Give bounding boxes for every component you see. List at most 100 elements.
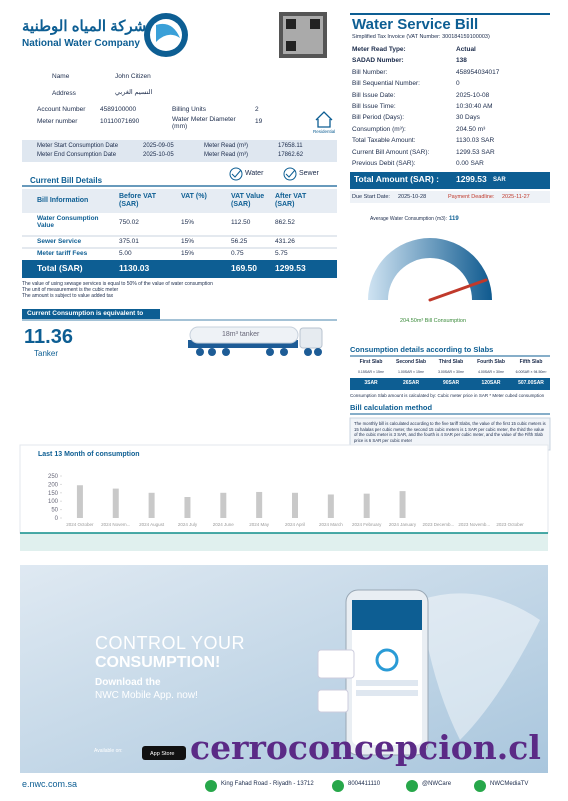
total-value: 1299.53 <box>456 174 487 184</box>
table-cell: Water Consumption Value <box>37 215 99 230</box>
y-tick-label: 100 <box>48 499 59 505</box>
info-value: 0 <box>456 80 460 88</box>
info-value: Actual <box>456 46 476 53</box>
tanker-value: 11.36 <box>24 326 73 348</box>
due-start-label: Due Start Date: <box>352 194 390 200</box>
slabs-title: Consumption details according to Slabs <box>350 345 494 354</box>
table-header: VAT (%) <box>181 193 207 200</box>
bar <box>399 491 406 518</box>
meter-diameter: 19 <box>255 118 263 125</box>
tanker-title: Current Consumption is equivalent to <box>27 310 144 317</box>
footer-address: King Fahad Road - Riyadh - 13712 <box>221 781 314 787</box>
slabs-note: Consumption Slab amount is calculated by… <box>350 393 545 398</box>
info-label: Bill Issue Date: <box>352 91 396 99</box>
table-header: VAT Value (SAR) <box>231 193 265 209</box>
meter-read-cell: 2025-10-05 <box>143 152 174 158</box>
total-label: Total Amount (SAR) : <box>354 174 439 184</box>
total-cell: 169.50 <box>231 263 257 273</box>
truck-label: 18m³ tanker <box>222 331 260 338</box>
footer-phone: 8004411110 <box>348 781 381 787</box>
service-sewer: Sewer <box>299 170 319 177</box>
slab-header: Second Slab <box>395 359 426 365</box>
meter-read-cell: 17658.11 <box>278 143 303 149</box>
watermark: cerroconcepcion.cl <box>190 728 541 767</box>
bar <box>220 492 227 518</box>
table-cell: 5.00 <box>119 250 132 257</box>
slab-rate: 1.00SAR × 15m³ <box>398 370 424 374</box>
bar <box>292 492 298 518</box>
footer-website[interactable]: e.nwc.com.sa <box>22 779 78 789</box>
x-tick-label: 2024 February <box>352 522 382 527</box>
app-store-badge[interactable]: App Store <box>150 751 175 757</box>
x-tick-label: 2024 April <box>285 522 305 527</box>
table-cell: Meter tariff Fees <box>37 250 88 257</box>
x-tick-label: 2024 August <box>139 522 165 527</box>
info-label: Total Taxable Amount: <box>352 137 416 145</box>
ad-headline: CONTROL YOUR <box>95 633 246 653</box>
meter-read-cell: Meter End Consumption Date <box>37 152 117 158</box>
table-cell: 0.75 <box>231 250 244 257</box>
info-value: 1299.53 SAR <box>456 148 495 156</box>
slab-rate: 0.15SAR × 15m³ <box>358 370 384 374</box>
x-tick-label: 2023 Decemb... <box>422 522 454 527</box>
tanker-unit: Tanker <box>34 349 59 358</box>
y-tick-label: 150 <box>48 491 59 497</box>
ad-banner <box>20 565 548 773</box>
chart-title: Last 13 Month of consumption <box>38 451 140 458</box>
label: Water Meter Diameter (mm) <box>172 116 236 131</box>
bill-title: Water Service Bill <box>352 16 479 33</box>
note: The amount is subject to value added tax <box>22 293 114 299</box>
account-number: 4589100000 <box>100 106 137 113</box>
y-tick-label: 50 <box>51 508 58 514</box>
slab-rate: 4.00SAR × 30m³ <box>478 370 504 374</box>
table-cell: 15% <box>181 250 195 257</box>
slab-amount: 26SAR <box>402 380 420 386</box>
slab-header: Third Slab <box>438 359 464 365</box>
table-header: After VAT (SAR) <box>275 193 307 209</box>
bar <box>327 494 334 518</box>
table-cell: 431.26 <box>275 238 295 245</box>
slab-amount: 3SAR <box>364 380 378 386</box>
slab-rate: 6.00SAR × 94.50m³ <box>515 370 547 374</box>
house-icon <box>315 111 333 128</box>
table-cell: 15% <box>181 219 195 226</box>
bar <box>148 492 155 518</box>
slab-amount: 90SAR <box>442 380 460 386</box>
ad-headline: CONSUMPTION! <box>95 654 221 671</box>
info-value: 458954034017 <box>456 68 500 76</box>
x-tick-label: 2024 October <box>66 522 94 527</box>
info-value: 1130.03 SAR <box>456 137 495 145</box>
gauge-bill: 204.50m³ Bill Consumption <box>400 318 467 324</box>
table-cell: 750.02 <box>119 219 139 226</box>
x-tick-label: 2024 May <box>249 522 270 527</box>
bill-subtitle: Simplified Tax Invoice (VAT Number: 3001… <box>352 34 490 40</box>
footer-youtube: NWCMediaTV <box>490 781 529 787</box>
table-cell: 862.52 <box>275 219 295 226</box>
info-label: SADAD Number: <box>352 57 404 65</box>
info-value: 138 <box>456 57 467 65</box>
bar <box>363 493 370 518</box>
total-cell: 1130.03 <box>119 263 150 273</box>
info-label: Bill Issue Time: <box>352 103 396 110</box>
info-value: 30 Days <box>456 114 480 122</box>
info-label: Previous Debit (SAR): <box>352 160 416 167</box>
table-cell: 15% <box>181 238 195 245</box>
y-tick-label: 250 <box>48 474 59 480</box>
footer-twitter: @NWCare <box>422 781 452 787</box>
slab-header: Fifth Slab <box>519 359 543 365</box>
gauge <box>368 238 492 302</box>
info-label: Current Bill Amount (SAR): <box>352 148 430 156</box>
total-cell: 1299.53 <box>275 263 306 273</box>
service-water: Water <box>245 170 264 177</box>
label: Address <box>52 90 76 97</box>
slab-rate: 3.00SAR × 30m³ <box>438 370 464 374</box>
table-cell: 112.50 <box>231 219 251 226</box>
info-label: Consumption (m³): <box>352 125 406 133</box>
meter-reads-box <box>22 140 337 162</box>
x-tick-label: 2024 June <box>213 522 235 527</box>
meter-read-cell: Meter Start Consumption Date <box>37 143 119 149</box>
y-tick-label: 200 <box>48 482 59 488</box>
x-tick-label: 2024 January <box>389 522 417 527</box>
